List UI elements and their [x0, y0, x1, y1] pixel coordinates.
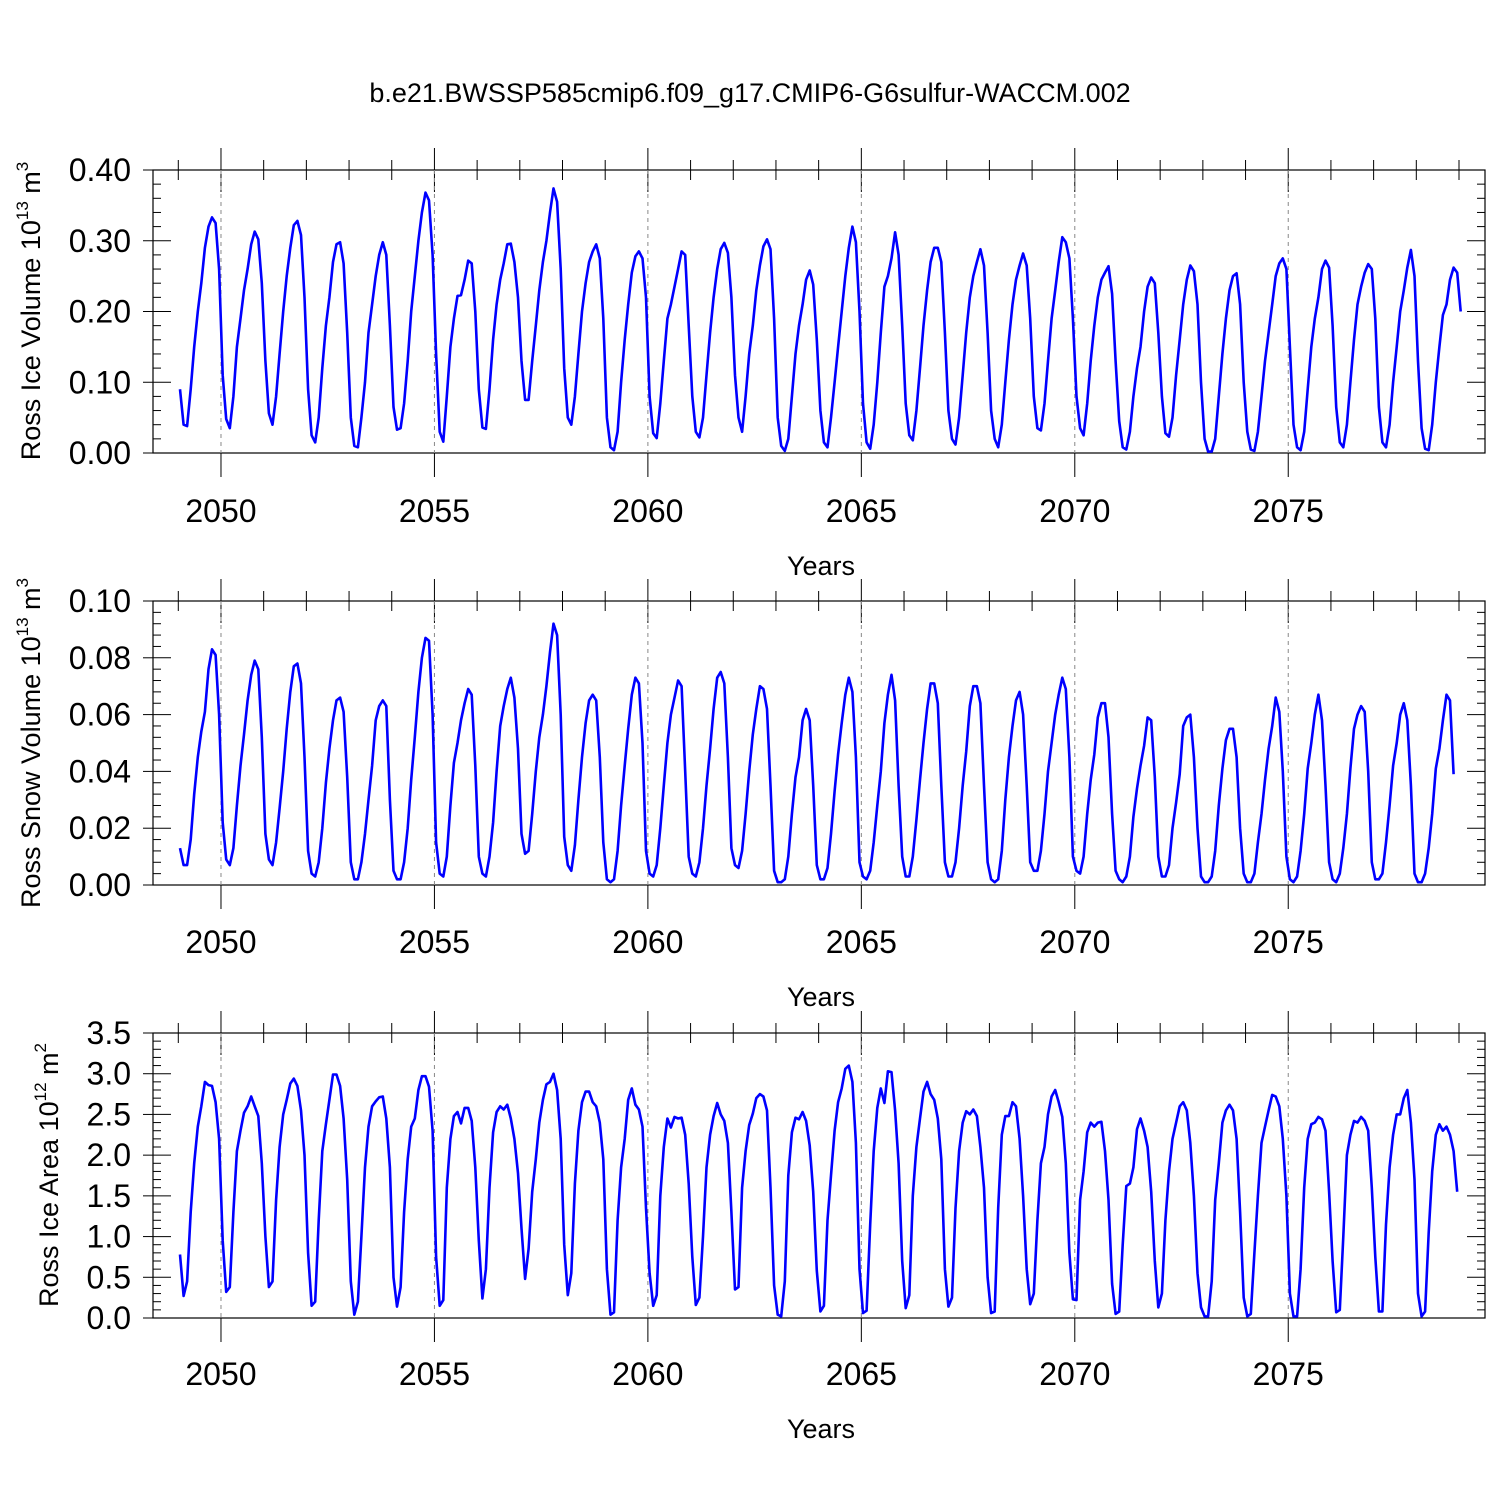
data-series-line [178, 187, 1462, 453]
y-tick-label: 1.0 [87, 1219, 131, 1255]
data-series-line [178, 622, 1455, 884]
x-tick-label: 2055 [399, 493, 470, 529]
y-tick-label: 1.5 [87, 1178, 131, 1214]
y-tick-label: 0.04 [69, 753, 131, 789]
x-tick-label: 2070 [1039, 1356, 1110, 1392]
y-tick-label: 0.00 [69, 435, 131, 471]
y-tick-label: 3.5 [87, 1015, 131, 1051]
y-tick-label: 0.40 [69, 152, 131, 188]
y-tick-label: 0.20 [69, 294, 131, 330]
x-tick-label: 2075 [1253, 924, 1324, 960]
data-series-line [178, 1064, 1459, 1318]
y-tick-label: 0.06 [69, 697, 131, 733]
y-tick-label: 0.0 [87, 1300, 131, 1336]
x-tick-label: 2065 [826, 1356, 897, 1392]
y-tick-label: 0.02 [69, 810, 131, 846]
x-tick-label: 2070 [1039, 493, 1110, 529]
x-tick-label: 2050 [185, 1356, 256, 1392]
y-tick-label: 0.08 [69, 640, 131, 676]
x-tick-label: 2060 [612, 1356, 683, 1392]
x-tick-label: 2050 [185, 924, 256, 960]
y-tick-label: 0.30 [69, 223, 131, 259]
y-tick-label: 2.0 [87, 1137, 131, 1173]
x-axis-label: Years [787, 1414, 855, 1444]
x-tick-label: 2060 [612, 493, 683, 529]
x-tick-label: 2075 [1253, 1356, 1324, 1392]
y-tick-label: 0.5 [87, 1259, 131, 1295]
y-tick-label: 0.00 [69, 867, 131, 903]
panel-snow-volume: 2050 2055 2060 2065 2070 2075 0.00 0.02 0.04 0.06… [13, 578, 1486, 1012]
x-tick-label: 2050 [185, 493, 256, 529]
y-tick-label: 0.10 [69, 364, 131, 400]
x-tick-label: 2065 [826, 493, 897, 529]
x-tick-label: 2055 [399, 924, 470, 960]
x-tick-label: 2055 [399, 1356, 470, 1392]
x-tick-label: 2075 [1253, 493, 1324, 529]
y-tick-label: 0.10 [69, 583, 131, 619]
y-tick-label: 3.0 [87, 1056, 131, 1092]
x-tick-label: 2070 [1039, 924, 1110, 960]
x-axis-label: Years [787, 551, 855, 581]
x-tick-label: 2065 [826, 924, 897, 960]
y-axis-label: Ross Ice Volume 1013 m3 [13, 162, 46, 461]
x-tick-label: 2060 [612, 924, 683, 960]
y-axis-label: Ross Ice Area 1012 m2 [31, 1043, 64, 1307]
chart-title: b.e21.BWSSP585cmip6.f09_g17.CMIP6-G6sulf… [369, 78, 1131, 108]
panel-ice-volume: 2050 2055 2060 2065 2070 2075 0.00 0.10 0.20 0.30… [13, 148, 1486, 581]
plot-frame [152, 169, 1486, 454]
panel-ice-area: 2050 2055 2060 2065 2070 2075 0.0 0.5 1.0 1.5 2.0 2… [31, 1011, 1486, 1444]
y-axis-label: Ross Snow Volume 1013 m3 [13, 578, 46, 908]
y-tick-label: 2.5 [87, 1096, 131, 1132]
x-axis-label: Years [787, 982, 855, 1012]
